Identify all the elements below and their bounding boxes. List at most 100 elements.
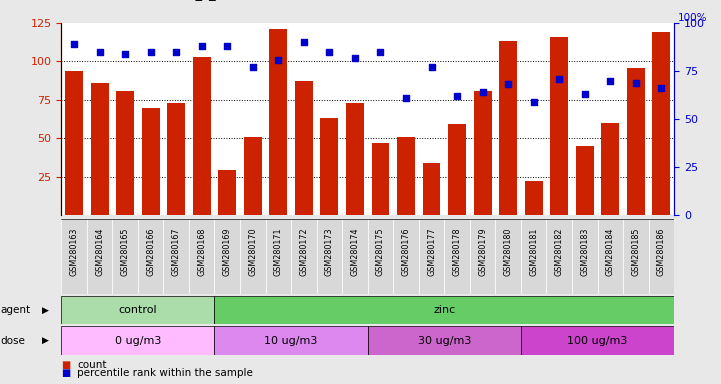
Bar [550,37,568,215]
Text: 30 ug/m3: 30 ug/m3 [417,336,471,346]
Point [400,95,412,101]
Bar [218,170,236,215]
Point [579,91,590,97]
Bar [167,103,185,215]
Bar [87,219,112,294]
Bar [393,219,419,294]
Point [94,49,105,55]
Bar [499,41,517,215]
Point [170,49,182,55]
Bar [521,219,547,294]
Text: GSM280167: GSM280167 [172,228,181,276]
Point [221,43,233,49]
Text: GSM280184: GSM280184 [606,228,615,276]
Point [554,76,565,82]
Point [298,39,309,45]
Text: GSM280173: GSM280173 [325,228,334,276]
Point [247,64,259,70]
Point [273,56,284,63]
Bar [61,296,215,324]
Bar [601,123,619,215]
Point [68,41,80,47]
Text: GSM280177: GSM280177 [427,228,436,276]
Point [426,64,438,70]
Text: GSM280182: GSM280182 [554,228,564,276]
Text: control: control [118,305,157,315]
Text: GSM280165: GSM280165 [120,228,130,276]
Bar [317,219,342,294]
Point [528,99,539,105]
Bar [215,326,368,355]
Bar [270,29,287,215]
Text: 0 ug/m3: 0 ug/m3 [115,336,161,346]
Text: GSM280175: GSM280175 [376,228,385,276]
Bar [138,219,164,294]
Bar [164,219,189,294]
Bar [368,326,521,355]
Text: GSM280179: GSM280179 [478,228,487,276]
Bar [112,219,138,294]
Bar [419,219,444,294]
Bar [623,219,649,294]
Text: GSM280178: GSM280178 [453,228,461,276]
Bar [521,326,674,355]
Bar [193,57,211,215]
Bar [295,81,313,215]
Text: ▶: ▶ [42,306,49,314]
Bar [470,219,495,294]
Bar [474,91,492,215]
Text: count: count [77,360,107,370]
Text: GSM280186: GSM280186 [657,228,666,276]
Bar [116,91,134,215]
Bar [61,219,87,294]
Bar [371,143,389,215]
Text: GSM280185: GSM280185 [632,228,640,276]
Text: ■: ■ [61,360,71,370]
Bar [346,103,364,215]
Bar [448,124,466,215]
Text: GSM280169: GSM280169 [223,228,231,276]
Text: ▶: ▶ [42,336,49,345]
Bar [576,146,593,215]
Bar [397,137,415,215]
Text: GSM280181: GSM280181 [529,228,538,276]
Bar [525,181,543,215]
Bar [547,219,572,294]
Bar [142,108,159,215]
Bar [215,219,240,294]
Bar [572,219,598,294]
Bar [291,219,317,294]
Bar [215,296,674,324]
Text: GSM280168: GSM280168 [198,228,206,276]
Point [196,43,208,49]
Bar [423,163,441,215]
Bar [65,71,83,215]
Point [120,51,131,57]
Text: 10 ug/m3: 10 ug/m3 [265,336,318,346]
Text: ■: ■ [61,368,71,378]
Text: dose: dose [1,336,26,346]
Point [145,49,156,55]
Text: percentile rank within the sample: percentile rank within the sample [77,368,253,378]
Bar [653,32,671,215]
Point [375,49,386,55]
Point [604,78,616,84]
Text: GSM280170: GSM280170 [248,228,257,276]
Text: agent: agent [1,305,31,315]
Text: GSM280172: GSM280172 [299,228,309,276]
Text: GSM280166: GSM280166 [146,228,155,276]
Text: GSM280180: GSM280180 [504,228,513,276]
Point [477,89,488,95]
Bar [265,219,291,294]
Point [451,93,463,99]
Bar [320,118,338,215]
Bar [244,137,262,215]
Text: GSM280163: GSM280163 [69,228,79,276]
Bar [240,219,265,294]
Text: GSM280164: GSM280164 [95,228,104,276]
Bar [649,219,674,294]
Point [630,79,642,86]
Bar [189,219,215,294]
Bar [61,326,215,355]
Text: GSM280171: GSM280171 [274,228,283,276]
